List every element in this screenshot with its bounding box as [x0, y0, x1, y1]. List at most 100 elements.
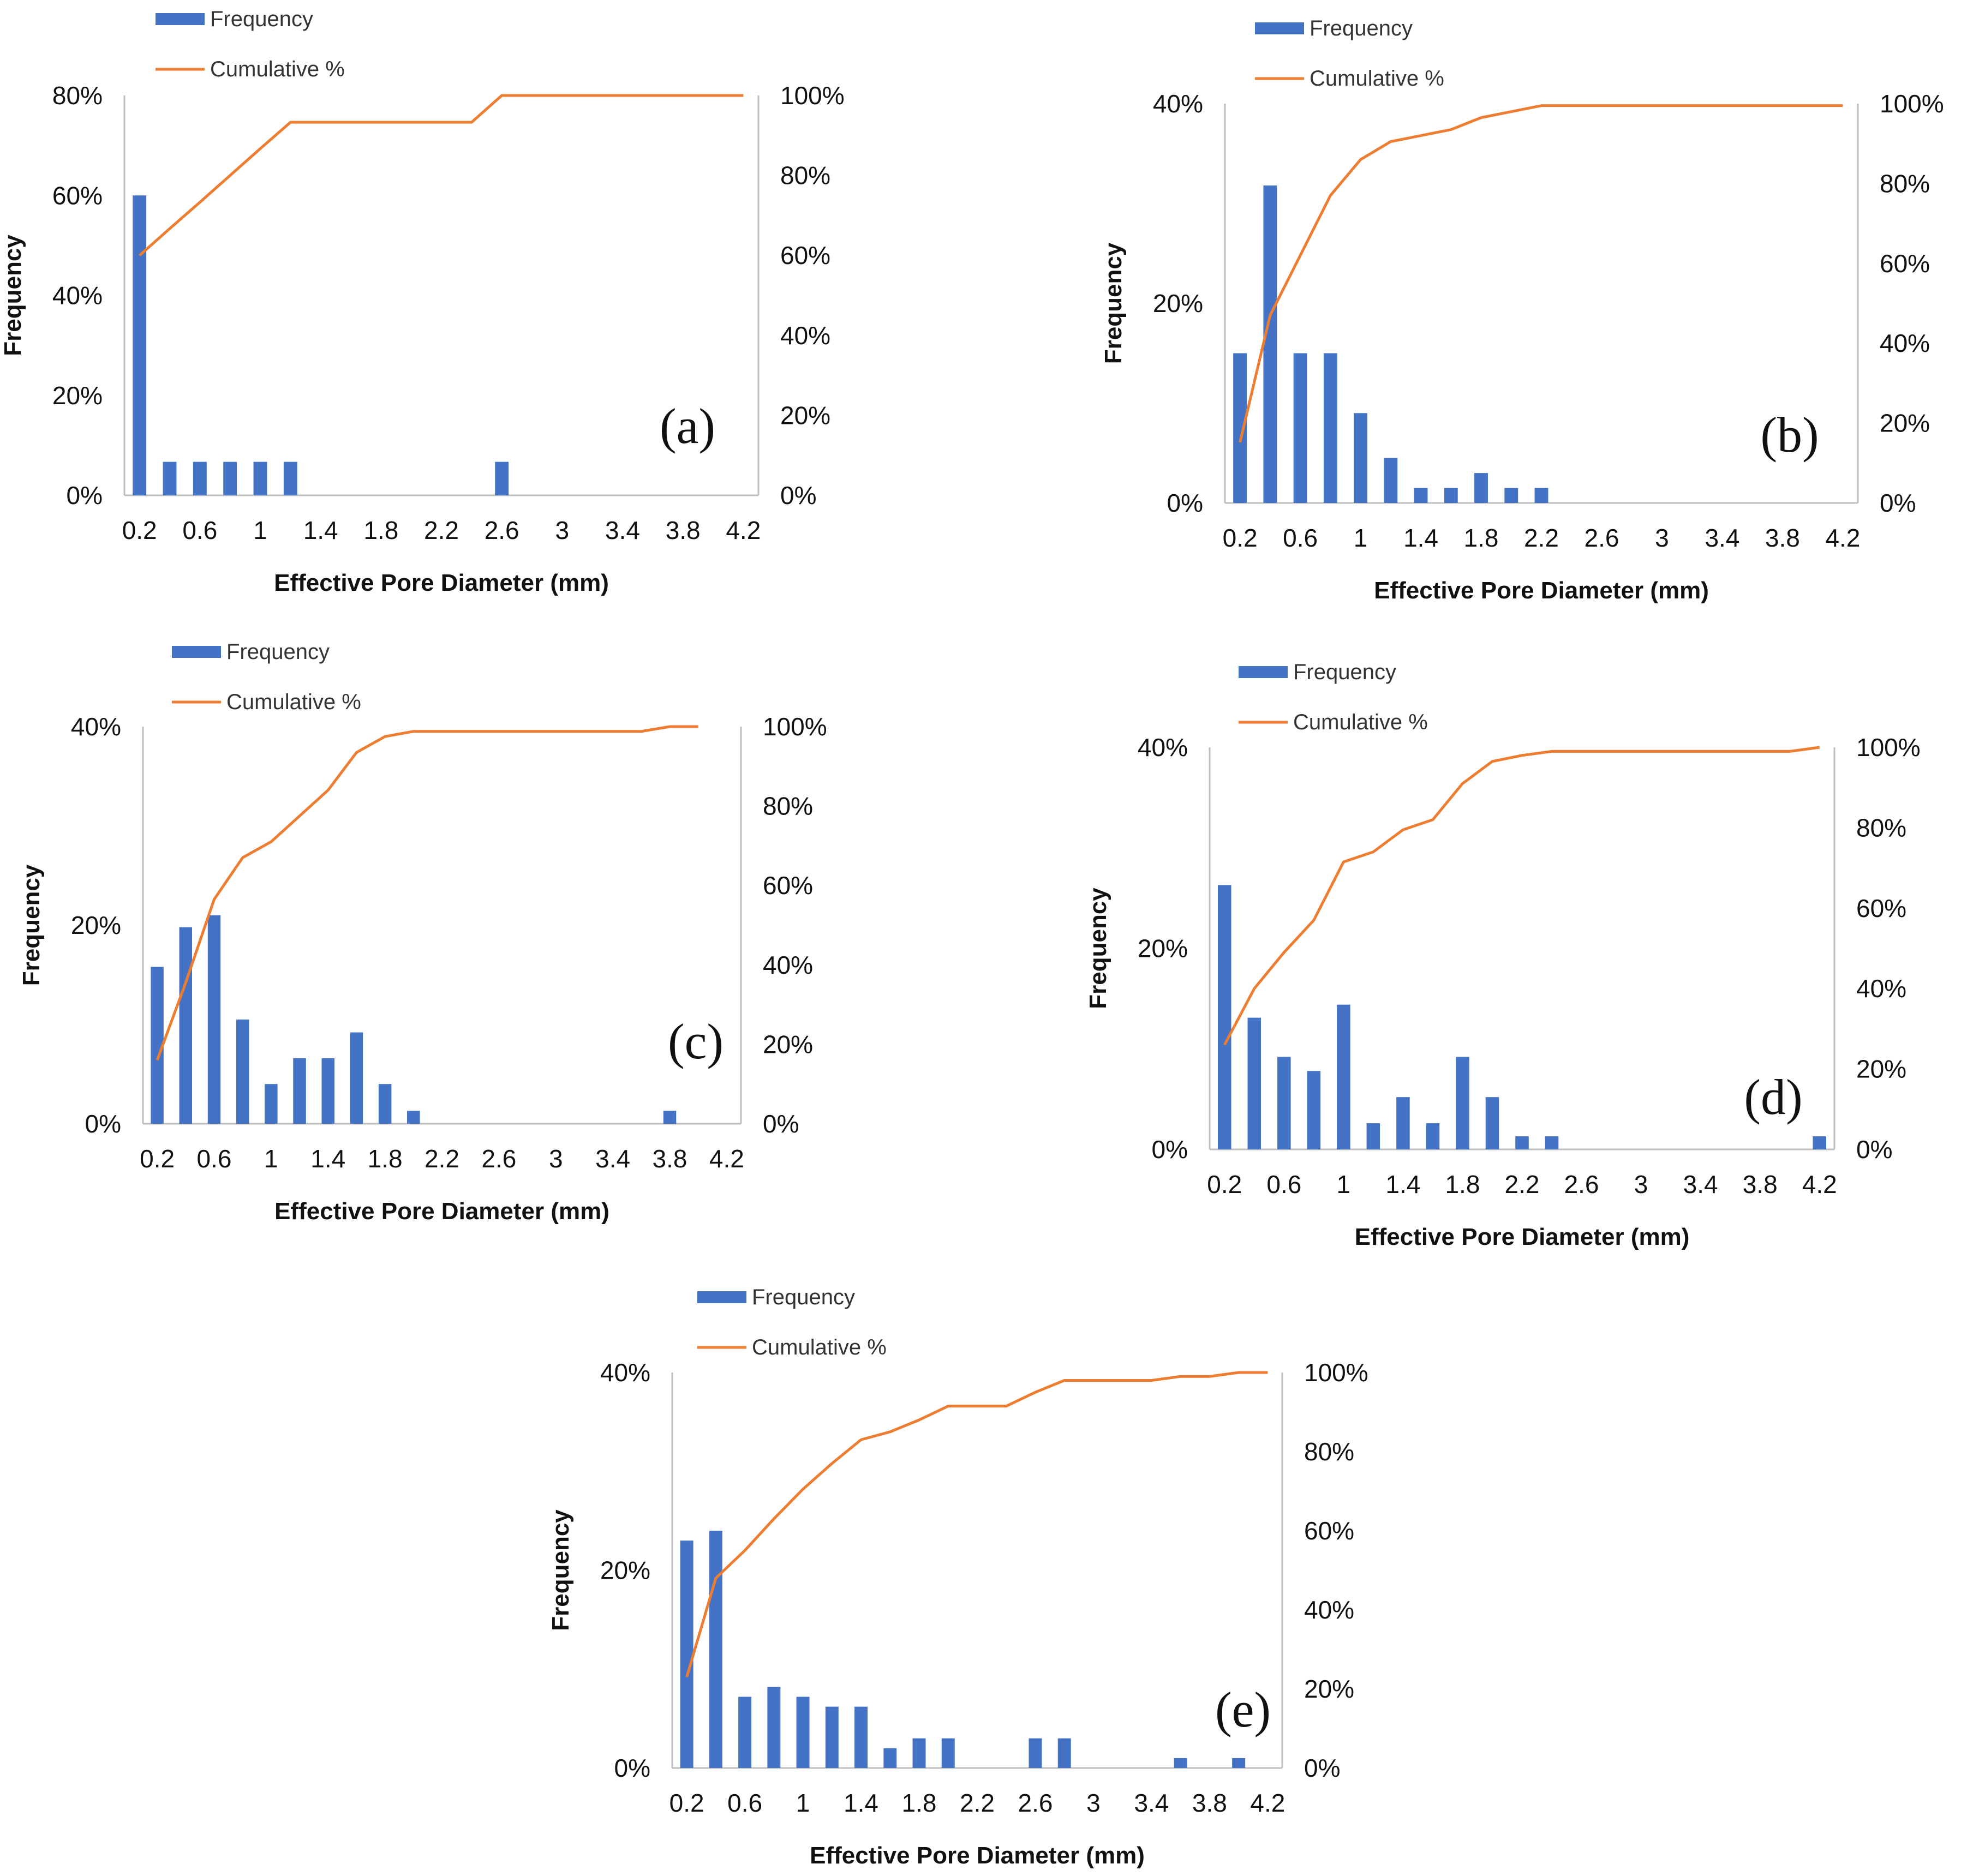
frequency-bar	[1277, 1057, 1291, 1149]
y-left-tick-label: 0%	[614, 1754, 650, 1782]
x-tick-label: 2.2	[1505, 1170, 1540, 1198]
frequency-bar	[1029, 1738, 1042, 1768]
legend-swatch-frequency	[697, 1291, 746, 1303]
frequency-bar	[883, 1748, 897, 1768]
frequency-bar	[1354, 413, 1367, 503]
x-tick-label: 0.6	[727, 1789, 762, 1817]
x-axis-label: Effective Pore Diameter (mm)	[274, 570, 609, 596]
x-tick-label: 1.4	[1403, 524, 1438, 552]
y-right-tick-label: 100%	[780, 81, 845, 110]
x-tick-label: 3.8	[1765, 524, 1800, 552]
y-left-tick-label: 20%	[1138, 934, 1188, 963]
frequency-bar	[1217, 885, 1231, 1149]
x-tick-label: 2.6	[1584, 524, 1619, 552]
y-right-tick-label: 0%	[1880, 489, 1916, 517]
y-left-tick-label: 20%	[52, 381, 103, 410]
frequency-bar	[941, 1738, 955, 1768]
x-tick-label: 2.2	[960, 1789, 995, 1817]
legend: Frequency Cumulative %	[172, 640, 361, 714]
x-tick-label: 1	[253, 516, 267, 544]
chart-panel-c: 0% 20% 40% 0% 20% 40% 60% 80% 100% 0.2 0.6 1 1.4 1.8 2…	[18, 640, 827, 1225]
y-left-tick-label: 20%	[71, 911, 121, 939]
legend: Frequency Cumulative %	[1255, 16, 1444, 91]
frequency-bar	[1474, 473, 1488, 503]
x-tick-label: 3.4	[595, 1144, 630, 1173]
x-tick-label: 1.4	[310, 1144, 345, 1173]
y-right-tick-label: 100%	[1880, 89, 1944, 118]
x-tick-label: 2.2	[1524, 524, 1559, 552]
y-right-tick-label: 20%	[1304, 1675, 1354, 1703]
x-tick-label: 3.4	[1134, 1789, 1169, 1817]
y-left-tick-label: 40%	[600, 1358, 650, 1387]
x-tick-label: 3.4	[1705, 524, 1739, 552]
frequency-bar	[1504, 488, 1518, 503]
x-tick-label: 1.8	[1445, 1170, 1480, 1198]
frequency-bar	[293, 1058, 306, 1124]
x-tick-label: 1.8	[368, 1144, 403, 1173]
x-tick-label: 1.4	[844, 1789, 878, 1817]
y-right-tick-label: 20%	[763, 1030, 813, 1058]
frequency-bar	[1485, 1097, 1499, 1149]
y-right-tick-label: 60%	[1856, 894, 1906, 922]
panel-label: (a)	[660, 398, 715, 454]
frequency-bar	[207, 915, 221, 1124]
y-left-tick-label: 40%	[71, 712, 121, 741]
y-left-tick-label: 40%	[52, 281, 103, 310]
y-right-tick-label: 100%	[1304, 1358, 1368, 1387]
x-tick-label: 2.2	[425, 1144, 459, 1173]
legend-swatch-frequency	[172, 646, 221, 658]
x-axis-label: Effective Pore Diameter (mm)	[1374, 577, 1709, 604]
y-right-tick-label: 100%	[763, 712, 827, 741]
x-tick-label: 1	[264, 1144, 278, 1173]
x-tick-label: 3	[549, 1144, 563, 1173]
frequency-bar	[738, 1697, 752, 1768]
x-tick-label: 2.6	[1564, 1170, 1599, 1198]
y-axis-label: Frequency	[0, 235, 26, 356]
x-axis-label: Effective Pore Diameter (mm)	[274, 1198, 609, 1225]
frequency-bar	[1366, 1123, 1380, 1149]
frequency-bar	[680, 1541, 693, 1768]
x-tick-label: 1.8	[363, 516, 398, 544]
x-tick-label: 2.2	[424, 516, 459, 544]
y-left-tick-label: 40%	[1153, 89, 1203, 118]
legend-swatch-frequency	[1239, 666, 1288, 678]
frequency-bar	[796, 1697, 810, 1768]
frequency-bar	[1534, 488, 1549, 503]
y-right-tick-label: 40%	[780, 321, 830, 350]
x-tick-label: 0.6	[1283, 524, 1318, 552]
frequency-bar	[179, 927, 193, 1124]
frequency-bar	[1396, 1097, 1410, 1149]
x-tick-label: 0.6	[196, 1144, 231, 1173]
legend-label-frequency: Frequency	[226, 640, 330, 664]
frequency-bar	[1813, 1136, 1827, 1149]
y-axis-label: Frequency	[1085, 888, 1111, 1009]
frequency-bar	[854, 1706, 868, 1768]
legend-swatch-frequency	[156, 13, 205, 25]
x-tick-label: 3	[1086, 1789, 1101, 1817]
x-tick-label: 4.2	[709, 1144, 744, 1173]
frequency-bar	[193, 461, 207, 495]
frequency-bar	[1456, 1057, 1469, 1149]
frequency-bar	[223, 461, 237, 495]
legend-label-frequency: Frequency	[1310, 16, 1413, 40]
y-right-tick-label: 60%	[780, 241, 830, 269]
legend: Frequency Cumulative %	[156, 7, 345, 81]
frequency-bar	[1232, 1758, 1246, 1768]
frequency-bar	[407, 1111, 420, 1124]
frequency-bar	[253, 461, 267, 495]
frequency-bar	[133, 195, 147, 495]
y-right-tick-label: 0%	[780, 481, 816, 510]
cumulative-line	[1223, 746, 1820, 1046]
legend: Frequency Cumulative %	[1239, 660, 1428, 734]
legend-label-cumulative: Cumulative %	[1310, 67, 1444, 91]
x-tick-label: 2.6	[481, 1144, 516, 1173]
frequency-bar	[912, 1738, 926, 1768]
x-tick-label: 1	[796, 1789, 810, 1817]
legend-swatch-frequency	[1255, 22, 1304, 34]
frequency-bar	[321, 1058, 334, 1124]
y-right-tick-label: 40%	[1304, 1596, 1354, 1624]
cumulative-line	[685, 1371, 1268, 1677]
y-left-tick-label: 20%	[1153, 289, 1203, 317]
frequency-bar	[163, 461, 177, 495]
x-tick-label: 3.8	[653, 1144, 687, 1173]
